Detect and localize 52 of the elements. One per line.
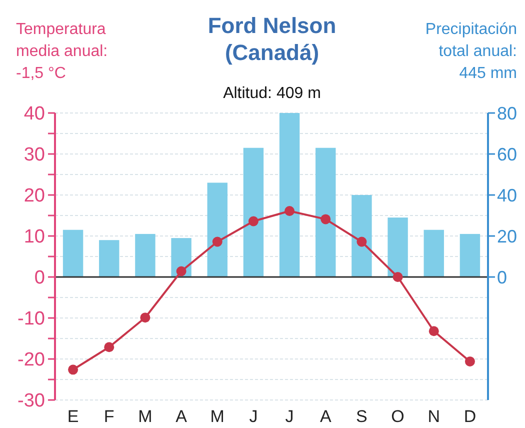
x-tick-label: F	[104, 407, 114, 426]
y-tick-label: 10	[24, 226, 45, 248]
y-tick-label: -10	[18, 308, 45, 330]
y2-axis-title: Precipitación total anual: 445 mm	[425, 21, 517, 82]
bar	[460, 234, 480, 277]
x-tick-label: A	[320, 407, 332, 426]
y-tick-label: 20	[24, 186, 45, 207]
x-tick-label: A	[176, 407, 188, 426]
y-tick-label: 30	[24, 144, 45, 166]
point	[392, 272, 403, 282]
point	[248, 216, 258, 226]
point	[212, 236, 222, 247]
x-tick-label: S	[356, 407, 368, 426]
point	[284, 206, 295, 216]
x-tick-label: N	[428, 407, 440, 426]
bar	[207, 182, 228, 277]
bar	[316, 148, 336, 277]
y2-tick-label: 20	[497, 226, 518, 246]
y-tick-label: -20	[18, 350, 45, 371]
point	[464, 356, 475, 366]
y-axis-title: Temperatura media anual: -1,5 °C	[16, 21, 108, 82]
x-tick-label: J	[249, 407, 258, 426]
y-tick-label: 0	[34, 268, 45, 289]
bar	[135, 234, 156, 277]
y-tick-label: -30	[18, 390, 45, 412]
y2-tick-label: 40	[497, 185, 518, 206]
y2-tick-label: 80	[497, 103, 518, 124]
y2-tick-label: 60	[497, 144, 518, 164]
point	[68, 364, 78, 375]
point	[428, 326, 439, 336]
bar	[99, 240, 120, 277]
x-tick-label: O	[391, 407, 404, 426]
bar	[388, 218, 408, 277]
point	[356, 236, 367, 247]
chart-title: Ford Nelson (Canadá)	[208, 13, 336, 65]
x-tick-label: J	[285, 407, 294, 426]
x-tick-label: D	[464, 407, 476, 426]
x-tick-label: M	[138, 407, 152, 426]
bar	[279, 113, 300, 277]
y-tick-label: 40	[24, 104, 45, 125]
point	[176, 266, 186, 276]
chart-subtitle: Altitud: 409 m	[223, 85, 321, 102]
bar	[424, 230, 444, 277]
bar	[243, 148, 264, 277]
x-tick-label: M	[210, 407, 224, 426]
point	[104, 342, 114, 352]
point	[140, 312, 150, 323]
y2-tick-label: 0	[497, 267, 508, 288]
point	[320, 214, 331, 224]
bar	[62, 230, 84, 277]
x-tick-label: E	[67, 407, 79, 426]
bar	[352, 195, 372, 277]
